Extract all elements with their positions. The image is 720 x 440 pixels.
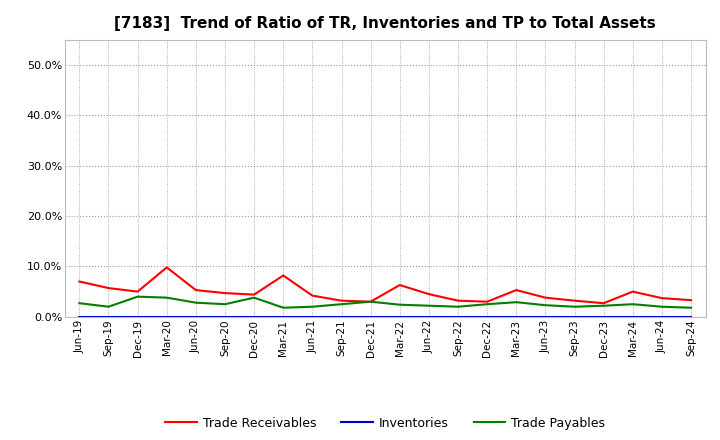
Trade Payables <box>104 304 113 309</box>
Trade Payables <box>163 295 171 300</box>
Inventories <box>163 314 171 319</box>
Inventories <box>541 314 550 319</box>
Inventories <box>308 314 317 319</box>
Trade Receivables <box>133 289 142 294</box>
Trade Payables <box>687 305 696 310</box>
Trade Receivables <box>483 299 492 304</box>
Inventories <box>250 314 258 319</box>
Trade Receivables <box>395 282 404 288</box>
Trade Receivables <box>541 295 550 300</box>
Inventories <box>425 314 433 319</box>
Legend: Trade Receivables, Inventories, Trade Payables: Trade Receivables, Inventories, Trade Pa… <box>161 412 610 435</box>
Inventories <box>337 314 346 319</box>
Trade Payables <box>366 299 375 304</box>
Inventories <box>75 314 84 319</box>
Inventories <box>220 314 229 319</box>
Title: [7183]  Trend of Ratio of TR, Inventories and TP to Total Assets: [7183] Trend of Ratio of TR, Inventories… <box>114 16 656 32</box>
Trade Receivables <box>308 293 317 298</box>
Trade Payables <box>308 304 317 309</box>
Inventories <box>133 314 142 319</box>
Inventories <box>512 314 521 319</box>
Inventories <box>570 314 579 319</box>
Trade Receivables <box>192 287 200 293</box>
Inventories <box>483 314 492 319</box>
Inventories <box>366 314 375 319</box>
Trade Payables <box>454 304 462 309</box>
Trade Receivables <box>454 298 462 303</box>
Trade Receivables <box>366 299 375 304</box>
Trade Payables <box>570 304 579 309</box>
Trade Payables <box>337 301 346 307</box>
Inventories <box>192 314 200 319</box>
Inventories <box>687 314 696 319</box>
Trade Payables <box>629 301 637 307</box>
Line: Trade Receivables: Trade Receivables <box>79 268 691 303</box>
Trade Receivables <box>512 287 521 293</box>
Trade Payables <box>599 303 608 308</box>
Trade Payables <box>75 301 84 306</box>
Trade Receivables <box>279 273 287 278</box>
Trade Receivables <box>337 298 346 303</box>
Trade Payables <box>425 303 433 308</box>
Trade Receivables <box>220 290 229 296</box>
Inventories <box>599 314 608 319</box>
Trade Payables <box>133 294 142 299</box>
Trade Receivables <box>657 296 666 301</box>
Trade Payables <box>192 300 200 305</box>
Trade Payables <box>657 304 666 309</box>
Trade Receivables <box>163 265 171 270</box>
Trade Payables <box>220 301 229 307</box>
Inventories <box>454 314 462 319</box>
Inventories <box>629 314 637 319</box>
Trade Payables <box>279 305 287 310</box>
Inventories <box>104 314 113 319</box>
Line: Trade Payables: Trade Payables <box>79 297 691 308</box>
Trade Receivables <box>629 289 637 294</box>
Trade Receivables <box>104 286 113 291</box>
Trade Receivables <box>250 292 258 297</box>
Trade Receivables <box>570 298 579 303</box>
Inventories <box>279 314 287 319</box>
Trade Payables <box>483 301 492 307</box>
Inventories <box>395 314 404 319</box>
Trade Receivables <box>75 279 84 284</box>
Trade Payables <box>250 295 258 300</box>
Trade Payables <box>395 302 404 308</box>
Inventories <box>657 314 666 319</box>
Trade Receivables <box>599 301 608 306</box>
Trade Payables <box>512 300 521 305</box>
Trade Receivables <box>687 297 696 303</box>
Trade Payables <box>541 303 550 308</box>
Trade Receivables <box>425 291 433 297</box>
